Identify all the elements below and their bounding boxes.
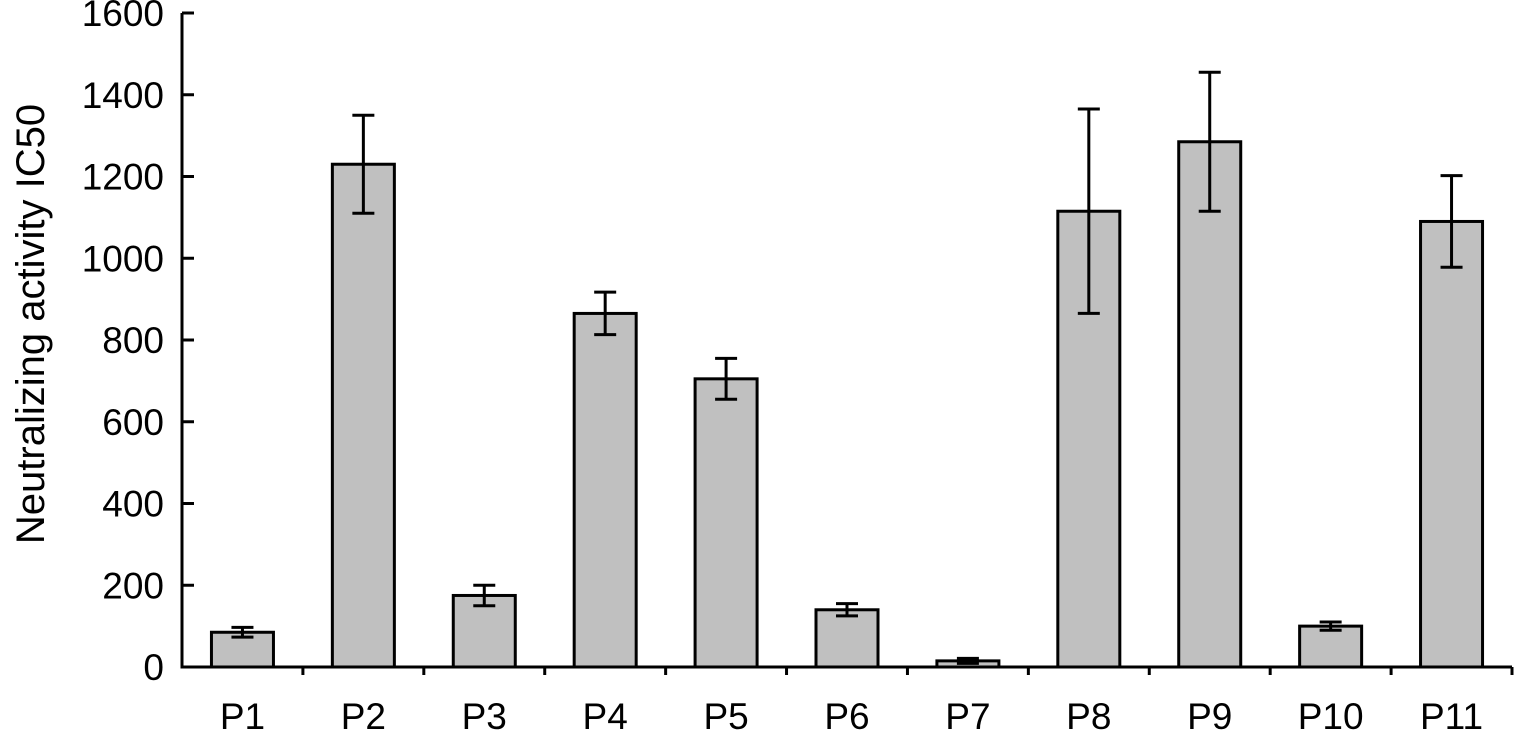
bar-p11 [1419,219,1485,669]
x-tick-label-p8: P8 [1066,696,1111,737]
x-tick-label-p7: P7 [945,696,990,737]
x-tick-label-p11: P11 [1420,696,1483,737]
y-tick-label: 1600 [82,0,164,34]
bar-p6 [814,608,880,669]
bar-p3 [451,593,517,669]
x-tick-label-p9: P9 [1187,696,1232,737]
bar-p5 [693,377,759,669]
y-axis-title: Neutralizing activity IC50 [9,104,53,544]
x-tick-label-p3: P3 [462,696,507,737]
x-tick-label-p6: P6 [824,696,869,737]
y-tick-label: 400 [102,484,164,525]
bar-p10 [1298,624,1364,669]
y-tick-label: 800 [102,320,164,361]
y-tick-label: 1200 [82,157,164,198]
x-tick-label-p5: P5 [703,696,748,737]
x-tick-label-p10: P10 [1298,696,1364,737]
bar-p4 [572,311,638,669]
y-tick-label: 600 [102,402,164,443]
y-tick-label: 0 [143,647,164,688]
x-tick-label-p1: P1 [220,696,265,737]
bar-p2 [330,162,396,669]
y-tick-label: 1400 [82,75,164,116]
x-tick-label-p4: P4 [583,696,628,737]
x-tick-label-p2: P2 [341,696,386,737]
y-tick-label: 200 [102,565,164,606]
bar-p9 [1177,140,1243,669]
y-tick-label: 1000 [82,238,164,279]
